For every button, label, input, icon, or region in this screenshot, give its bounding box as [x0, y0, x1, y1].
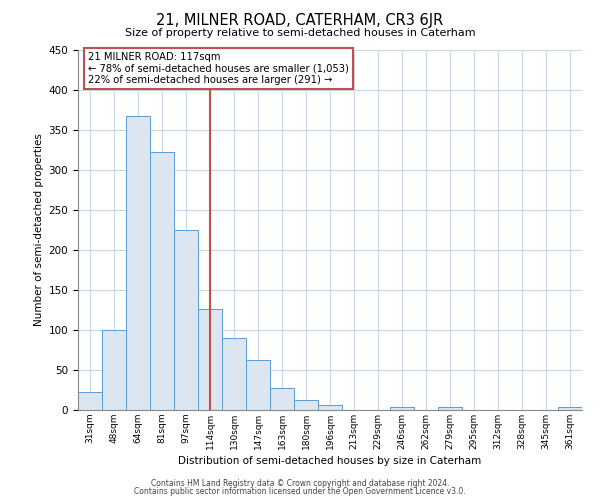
- Bar: [438, 407, 462, 410]
- Bar: [318, 405, 342, 410]
- Bar: [222, 338, 246, 410]
- Bar: [270, 388, 294, 410]
- Bar: [174, 230, 198, 410]
- Text: Contains HM Land Registry data © Crown copyright and database right 2024.: Contains HM Land Registry data © Crown c…: [151, 478, 449, 488]
- Bar: [102, 330, 126, 410]
- Bar: [150, 152, 174, 410]
- Text: 21 MILNER ROAD: 117sqm
← 78% of semi-detached houses are smaller (1,053)
22% of : 21 MILNER ROAD: 117sqm ← 78% of semi-det…: [88, 52, 349, 85]
- Y-axis label: Number of semi-detached properties: Number of semi-detached properties: [34, 134, 44, 326]
- Text: Contains public sector information licensed under the Open Government Licence v3: Contains public sector information licen…: [134, 487, 466, 496]
- Bar: [246, 360, 270, 410]
- Bar: [294, 400, 318, 410]
- Bar: [558, 407, 582, 410]
- Bar: [198, 309, 222, 410]
- Text: 21, MILNER ROAD, CATERHAM, CR3 6JR: 21, MILNER ROAD, CATERHAM, CR3 6JR: [157, 12, 443, 28]
- X-axis label: Distribution of semi-detached houses by size in Caterham: Distribution of semi-detached houses by …: [178, 456, 482, 466]
- Text: Size of property relative to semi-detached houses in Caterham: Size of property relative to semi-detach…: [125, 28, 475, 38]
- Bar: [126, 116, 150, 410]
- Bar: [390, 407, 414, 410]
- Bar: [78, 392, 102, 410]
